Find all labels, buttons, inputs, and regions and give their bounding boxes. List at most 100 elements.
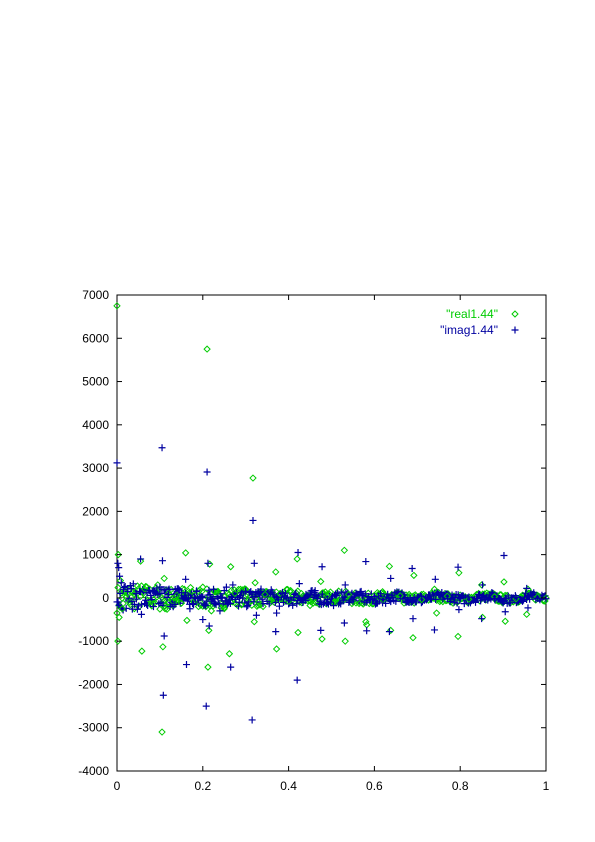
data-point [118,605,126,613]
band-point [208,596,216,604]
data-point [477,581,486,589]
band-point [293,600,301,608]
data-point [295,580,303,588]
data-point [181,549,190,557]
data-point [273,609,281,617]
band-point [151,599,159,607]
band-point [343,590,351,598]
band-point [220,587,228,595]
data-point [210,585,218,593]
band-point [290,594,298,602]
data-point [158,728,166,736]
data-point [124,587,132,595]
x-tick-label: 0.6 [366,779,383,793]
data-point [332,591,340,599]
data-point [117,579,125,587]
data-point [479,581,487,589]
band-point [239,594,247,602]
band-point [412,598,420,606]
y-tick-label: -1000 [78,634,109,648]
data-point [267,596,276,604]
band-point [384,590,392,598]
data-point [430,626,438,634]
data-point [114,637,122,645]
data-point [159,643,167,651]
data-point [225,650,234,658]
data-point [272,628,280,636]
band-point [127,585,135,593]
band-point [203,597,211,605]
y-tick-label: 0 [102,591,109,605]
data-point [455,569,463,577]
data-point [222,583,230,591]
data-point [332,596,340,605]
data-point [501,617,509,625]
y-tick-label: -4000 [78,764,109,778]
band-point [312,598,320,607]
data-point [293,555,301,563]
data-point [478,615,486,623]
data-point [113,459,121,467]
data-point [205,626,213,635]
band-point [359,600,367,608]
data-point [161,605,169,613]
data-point [533,594,541,602]
points-layer [113,302,550,736]
data-point [186,605,194,613]
data-point [387,574,395,582]
band-point [392,597,400,605]
ticks-layer: 0 0.2 0.4 0.6 0.8 1 -4000 -3000 -2000 -1000 0 1000 2… [78,288,549,793]
data-point [136,557,145,565]
data-point [385,628,393,636]
data-point [199,583,207,591]
band-point [185,595,192,603]
y-tick-label: 3000 [82,461,109,475]
band-point [142,596,150,604]
data-point [182,575,190,583]
data-point [229,581,237,589]
y-tick-label: 2000 [82,504,109,518]
band-point [432,595,440,603]
data-point [409,615,417,623]
band-point [199,593,207,601]
data-point [248,716,256,724]
band-point [316,597,324,605]
legend: "real1.44" "imag1.44" [440,307,519,337]
data-point [254,598,263,606]
x-tick-label: 0.4 [280,779,297,793]
band-point [447,598,455,606]
data-point [207,607,216,615]
data-point [340,546,349,555]
data-point [310,591,318,599]
data-point [418,593,426,601]
data-point [250,559,258,567]
data-point [491,595,499,603]
band-point [389,593,397,601]
data-point [220,605,228,613]
band-point [147,591,155,599]
band-point [126,582,134,590]
data-point [409,634,417,642]
data-point [500,552,508,560]
data-point [158,444,166,452]
data-point [249,516,257,524]
band-point [122,604,130,612]
data-point [455,606,463,614]
band-point [330,602,338,610]
data-point [226,563,235,571]
band-point [129,580,137,588]
band-point [450,598,458,606]
data-point [188,587,196,596]
data-point [341,581,349,589]
data-point [114,550,122,559]
data-point [160,632,168,640]
band-point [189,600,197,608]
data-point [171,600,179,608]
data-point [501,608,509,616]
data-point [235,598,243,606]
data-point [252,611,260,619]
band-point [488,588,496,596]
data-point [149,603,157,611]
band-point [116,589,124,597]
data-point [370,593,378,601]
